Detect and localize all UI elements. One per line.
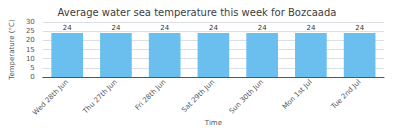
svg-text:24: 24 <box>355 24 364 32</box>
svg-text:Fri 28th Jun: Fri 28th Jun <box>134 78 168 112</box>
svg-text:24: 24 <box>111 24 120 32</box>
svg-text:24: 24 <box>63 24 72 32</box>
svg-text:Tue 2nd Jul: Tue 2nd Jul <box>329 78 362 111</box>
svg-text:24: 24 <box>160 24 169 32</box>
svg-text:Average water sea temperature: Average water sea temperature this week … <box>58 7 337 18</box>
svg-text:Thu 27th Jun: Thu 27th Jun <box>81 78 119 116</box>
svg-text:Temperature (°C): Temperature (°C) <box>8 19 16 81</box>
svg-text:Wed 28th Jun: Wed 28th Jun <box>31 78 70 117</box>
svg-text:30: 30 <box>26 18 35 26</box>
svg-text:24: 24 <box>258 24 267 32</box>
svg-text:Sun 30th Jun: Sun 30th Jun <box>228 78 265 115</box>
svg-text:24: 24 <box>306 24 315 32</box>
svg-text:10: 10 <box>26 55 35 63</box>
svg-text:0: 0 <box>30 73 34 81</box>
svg-text:Sat 29th Jun: Sat 29th Jun <box>180 78 216 114</box>
svg-text:Time: Time <box>204 119 222 127</box>
svg-text:5: 5 <box>30 64 34 72</box>
svg-text:20: 20 <box>26 36 35 44</box>
svg-text:Mon 1st Jul: Mon 1st Jul <box>281 78 314 111</box>
svg-text:25: 25 <box>26 27 35 35</box>
svg-text:15: 15 <box>26 46 35 54</box>
svg-text:24: 24 <box>209 24 218 32</box>
